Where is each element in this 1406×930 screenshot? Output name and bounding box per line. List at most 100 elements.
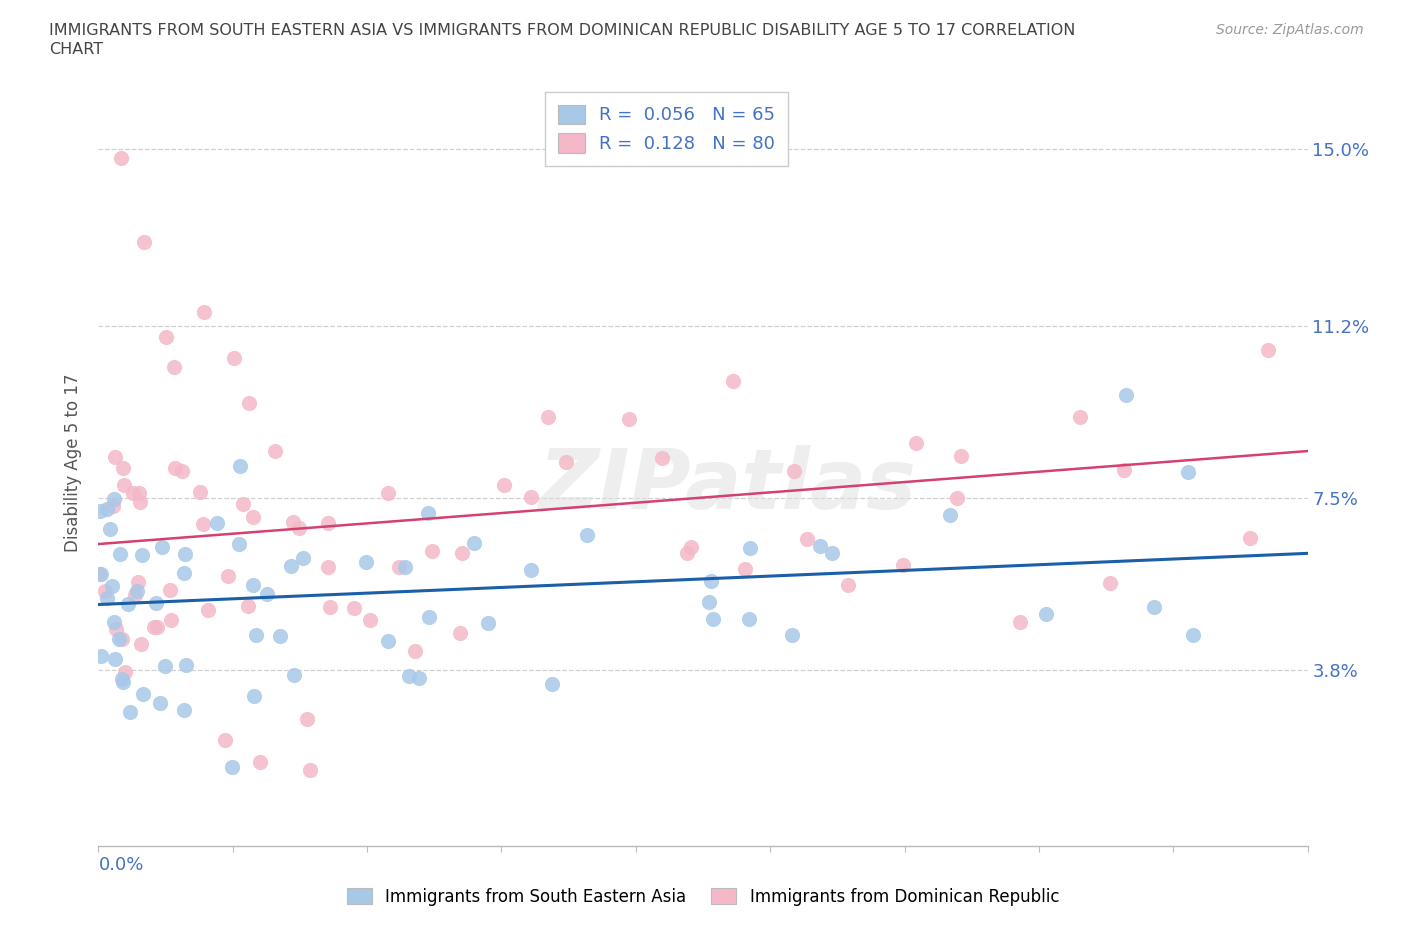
Point — [163, 460, 186, 475]
Point — [96, 591, 118, 605]
Point — [243, 688, 266, 703]
Point — [946, 490, 969, 505]
Point — [1177, 465, 1199, 480]
Point — [214, 733, 236, 748]
Point — [174, 658, 197, 672]
Point — [153, 658, 176, 673]
Point — [1115, 388, 1137, 403]
Point — [229, 458, 252, 473]
Point — [1181, 628, 1204, 643]
Point — [242, 510, 264, 525]
Point — [149, 696, 172, 711]
Point — [295, 711, 318, 726]
Point — [173, 565, 195, 580]
Point — [377, 485, 399, 500]
Point — [734, 562, 756, 577]
Point — [101, 498, 124, 513]
Point — [738, 540, 761, 555]
Point — [110, 631, 132, 646]
Point — [90, 648, 112, 663]
Point — [105, 622, 128, 637]
Point — [697, 594, 720, 609]
Point — [160, 613, 183, 628]
Point — [145, 595, 167, 610]
Point — [939, 507, 962, 522]
Point — [575, 527, 598, 542]
Point — [242, 578, 264, 592]
Point — [1114, 463, 1136, 478]
Point — [492, 477, 515, 492]
Point — [131, 686, 153, 701]
Point — [463, 536, 485, 551]
Point — [132, 234, 155, 249]
Point — [555, 455, 578, 470]
Point — [343, 600, 366, 615]
Point — [1239, 531, 1261, 546]
Point — [354, 554, 377, 569]
Point — [129, 637, 152, 652]
Point — [111, 460, 134, 475]
Point — [738, 612, 761, 627]
Point — [1143, 600, 1166, 615]
Point — [146, 619, 169, 634]
Text: CHART: CHART — [49, 42, 103, 57]
Point — [90, 566, 112, 581]
Point — [217, 568, 239, 583]
Text: 0.0%: 0.0% — [98, 856, 143, 873]
Point — [292, 551, 315, 565]
Text: Source: ZipAtlas.com: Source: ZipAtlas.com — [1216, 23, 1364, 37]
Point — [280, 559, 302, 574]
Point — [103, 615, 125, 630]
Point — [316, 515, 339, 530]
Point — [702, 612, 724, 627]
Point — [298, 763, 321, 777]
Point — [904, 435, 927, 450]
Point — [155, 329, 177, 344]
Point — [281, 514, 304, 529]
Point — [103, 491, 125, 506]
Point — [205, 515, 228, 530]
Point — [681, 539, 703, 554]
Point — [808, 538, 831, 553]
Point — [104, 651, 127, 666]
Point — [449, 626, 471, 641]
Point — [100, 578, 122, 593]
Point — [114, 665, 136, 680]
Point — [89, 567, 111, 582]
Point — [418, 610, 440, 625]
Point — [651, 451, 673, 466]
Point — [700, 573, 723, 588]
Point — [197, 603, 219, 618]
Point — [94, 584, 117, 599]
Point — [131, 548, 153, 563]
Point — [619, 411, 641, 426]
Point — [124, 587, 146, 602]
Point — [387, 560, 409, 575]
Point — [950, 449, 973, 464]
Point — [245, 627, 267, 642]
Point — [238, 395, 260, 410]
Point — [283, 668, 305, 683]
Point — [143, 619, 166, 634]
Point — [520, 489, 543, 504]
Point — [450, 546, 472, 561]
Point — [221, 760, 243, 775]
Point — [232, 497, 254, 512]
Point — [537, 410, 560, 425]
Point — [1069, 410, 1091, 425]
Point — [288, 521, 311, 536]
Point — [1008, 615, 1031, 630]
Point — [110, 151, 132, 166]
Point — [398, 669, 420, 684]
Point — [377, 634, 399, 649]
Point — [193, 517, 215, 532]
Point — [108, 631, 131, 646]
Point — [173, 703, 195, 718]
Point — [416, 505, 439, 520]
Point — [420, 544, 443, 559]
Point — [780, 628, 803, 643]
Point — [723, 373, 745, 388]
Point — [1035, 607, 1057, 622]
Point — [796, 532, 818, 547]
Point — [159, 583, 181, 598]
